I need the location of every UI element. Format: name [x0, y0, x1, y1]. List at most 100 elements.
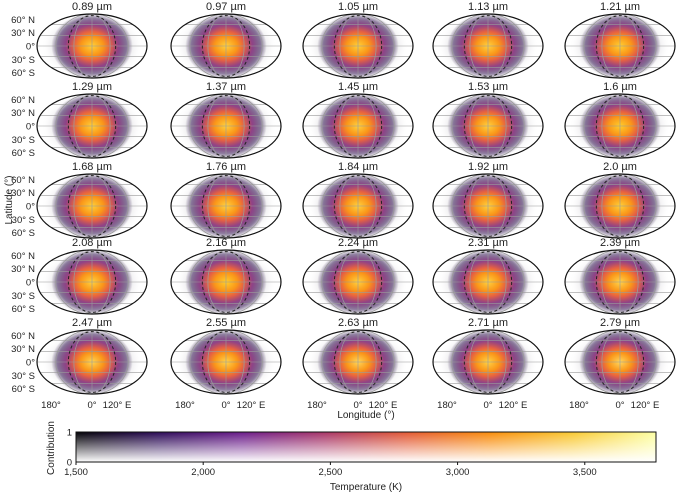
longitude-gridline: [451, 250, 525, 314]
map-outline: [302, 93, 414, 159]
colorbar-y-tick-label: 1: [67, 428, 72, 439]
map-panel: 0.97 µm: [170, 1, 282, 79]
latitude-tick-label: 30° S: [12, 135, 35, 146]
dayside-boundary: [463, 251, 513, 313]
colorbar-tick-label: 2,000: [191, 467, 215, 478]
longitude-gridline: [321, 174, 395, 238]
longitude-ticks: 180° 0° 120° E 180° 0° 120° E 180° 0° 120° E 180°…: [41, 400, 659, 411]
panel-wavelength-label: 1.37 µm: [206, 81, 246, 93]
map-panel: 1.37 µm: [170, 81, 282, 159]
panel-wavelength-label: 0.89 µm: [72, 1, 112, 13]
longitude-gridline: [601, 94, 639, 158]
dayside-boundary: [595, 15, 645, 77]
map-outline: [170, 13, 282, 79]
map-panel: 2.08 µm: [36, 237, 148, 315]
longitude-gridline: [55, 330, 129, 394]
longitude-gridline: [189, 174, 263, 238]
longitude-gridline: [73, 330, 111, 394]
latitude-tick-label: 30° N: [11, 264, 35, 275]
map-outline: [432, 173, 544, 239]
longitude-gridline: [339, 14, 377, 78]
latitude-tick-label: 60° S: [12, 304, 35, 315]
longitude-gridline: [583, 14, 657, 78]
longitude-tick-label: 0°: [615, 400, 624, 411]
longitude-gridline: [451, 14, 525, 78]
longitude-gridline: [601, 330, 639, 394]
dayside-boundary: [201, 331, 251, 393]
latitude-tick-label: 30° N: [11, 344, 35, 355]
panel-wavelength-label: 2.24 µm: [338, 237, 378, 249]
longitude-tick-label: 0°: [483, 400, 492, 411]
longitude-tick-label: 0°: [353, 400, 362, 411]
longitude-gridline: [73, 94, 111, 158]
map-panel: 2.31 µm: [432, 237, 544, 315]
colorbar-x-label: Temperature (K): [330, 482, 402, 493]
map-panel: 2.79 µm: [564, 317, 676, 395]
map-outline: [170, 249, 282, 315]
longitude-gridline: [321, 14, 395, 78]
panel-wavelength-label: 2.16 µm: [206, 237, 246, 249]
longitude-gridline: [73, 174, 111, 238]
latitude-tick-label: 30° S: [12, 215, 35, 226]
map-outline: [170, 329, 282, 395]
map-outline: [170, 93, 282, 159]
longitude-gridline: [55, 174, 129, 238]
longitude-gridline: [339, 330, 377, 394]
longitude-tick-label: 0°: [221, 400, 230, 411]
panel-wavelength-label: 1.76 µm: [206, 161, 246, 173]
colorbar: 1,500 2,000 2,500 3,000 3,500 0 1: [64, 428, 657, 478]
panel-wavelength-label: 2.55 µm: [206, 317, 246, 329]
longitude-gridline: [321, 94, 395, 158]
map-panel: 1.84 µm: [302, 161, 414, 239]
dayside-boundary: [333, 95, 383, 157]
longitude-tick-label: 0°: [87, 400, 96, 411]
map-outline: [302, 249, 414, 315]
longitude-gridline: [55, 14, 129, 78]
latitude-tick-label: 60° N: [11, 331, 35, 342]
dayside-boundary: [67, 251, 117, 313]
map-outline: [302, 173, 414, 239]
latitude-tick-label: 60° S: [12, 68, 35, 79]
longitude-tick-label: 120° E: [499, 400, 528, 411]
longitude-tick-label: 180°: [569, 400, 589, 411]
map-outline: [36, 329, 148, 395]
latitude-tick-label: 0°: [26, 278, 35, 289]
latitude-tick-label: 0°: [26, 122, 35, 133]
colorbar-tick-label: 3,000: [446, 467, 470, 478]
colorbar-tick-label: 1,500: [64, 467, 88, 478]
latitude-tick-label: 30° S: [12, 291, 35, 302]
dayside-boundary: [201, 95, 251, 157]
map-panel: 2.71 µm: [432, 317, 544, 395]
panel-wavelength-label: 2.79 µm: [600, 317, 640, 329]
longitude-gridline: [601, 250, 639, 314]
latitude-tick-label: 30° N: [11, 188, 35, 199]
map-outline: [564, 13, 676, 79]
latitude-tick-label: 0°: [26, 202, 35, 213]
panel-wavelength-label: 2.47 µm: [72, 317, 112, 329]
latitude-tick-label: 0°: [26, 42, 35, 53]
dayside-boundary: [201, 15, 251, 77]
panel-wavelength-label: 1.13 µm: [468, 1, 508, 13]
longitude-gridline: [321, 250, 395, 314]
latitude-tick-label: 60° N: [11, 15, 35, 26]
longitude-gridline: [583, 94, 657, 158]
map-panel: 1.6 µm: [564, 81, 676, 159]
map-panel: 2.24 µm: [302, 237, 414, 315]
longitude-tick-label: 120° E: [631, 400, 660, 411]
map-outline: [170, 173, 282, 239]
panel-wavelength-label: 2.31 µm: [468, 237, 508, 249]
panel-wavelength-label: 1.6 µm: [603, 81, 637, 93]
map-panel: 1.45 µm: [302, 81, 414, 159]
map-panel: 1.92 µm: [432, 161, 544, 239]
longitude-gridline: [451, 330, 525, 394]
longitude-gridline: [339, 94, 377, 158]
longitude-gridline: [189, 14, 263, 78]
map-outline: [302, 329, 414, 395]
x-axis-label: Longitude (°): [337, 410, 394, 421]
panel-wavelength-label: 2.39 µm: [600, 237, 640, 249]
y-axis-label: Latitude (°): [4, 175, 15, 224]
panel-wavelength-label: 1.84 µm: [338, 161, 378, 173]
longitude-gridline: [189, 94, 263, 158]
panel-wavelength-label: 2.71 µm: [468, 317, 508, 329]
